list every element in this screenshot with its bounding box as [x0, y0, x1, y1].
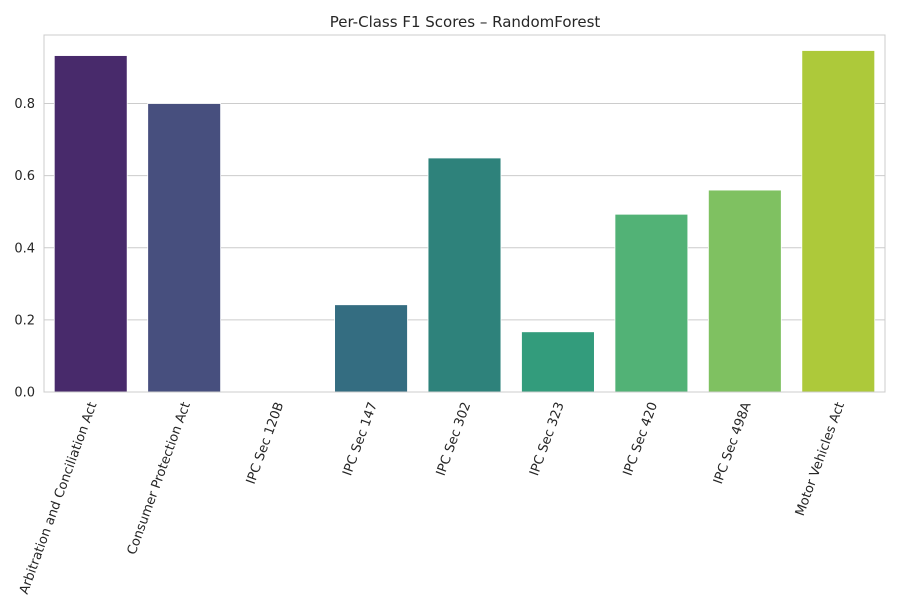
x-tick-label: Consumer Protection Act	[125, 400, 194, 557]
bar	[334, 304, 408, 393]
y-tick-label: 0.8	[14, 97, 35, 112]
bar	[521, 331, 595, 393]
bar	[427, 157, 502, 393]
x-tick-label: IPC Sec 302	[434, 400, 475, 478]
x-tick-label: IPC Sec 147	[340, 400, 381, 478]
x-tick-label: Arbitration and Conciliation Act	[17, 400, 101, 596]
bar	[147, 103, 222, 393]
bar-layer	[53, 50, 876, 393]
x-tick-label: Motor Vehicles Act	[793, 400, 848, 518]
y-axis-ticks: 0.0 0.2 0.4 0.6 0.8	[14, 97, 35, 400]
x-axis-ticks: Arbitration and Conciliation Act Consumer…	[17, 400, 848, 596]
y-tick-label: 0.0	[14, 386, 35, 401]
x-tick-label: IPC Sec 420	[621, 400, 662, 478]
y-tick-label: 0.6	[14, 169, 35, 184]
chart-title: Per-Class F1 Scores – RandomForest	[330, 13, 601, 31]
bar	[707, 189, 782, 393]
x-tick-label: IPC Sec 120B	[244, 400, 288, 486]
bar	[614, 213, 689, 393]
y-tick-label: 0.4	[14, 241, 35, 256]
plot-frame	[43, 34, 886, 393]
x-tick-label: IPC Sec 498A	[711, 400, 755, 486]
bar	[53, 55, 128, 393]
bar	[801, 50, 876, 393]
x-tick-label: IPC Sec 323	[527, 400, 568, 478]
y-tick-label: 0.2	[14, 313, 35, 328]
